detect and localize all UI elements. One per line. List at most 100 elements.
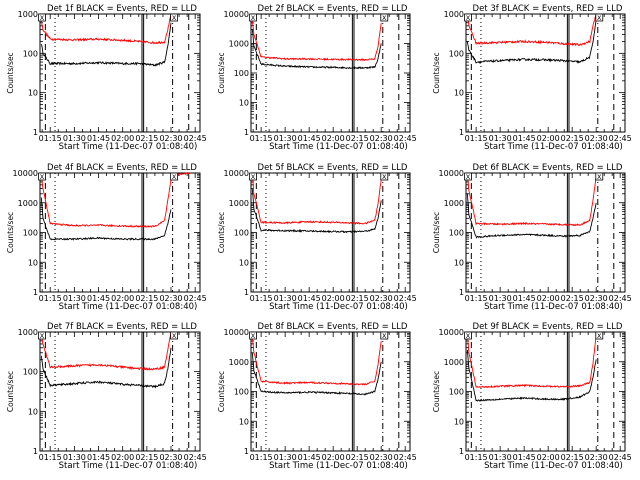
chart-panel: Det 9f BLACK = Events, RED = LLD 1 10 100 10…: [432, 322, 632, 471]
chart-title: Det 4f BLACK = Events, RED = LLD: [47, 163, 197, 173]
x-tick-label: 02:15: [561, 294, 584, 303]
x-tick-label: 01:30: [489, 453, 512, 462]
events-series-line: [251, 189, 382, 234]
y-tick-label: 10000: [224, 10, 249, 19]
x-axis-label: Start Time (11-Dec-07 01:08:40): [484, 302, 623, 312]
y-tick-label: 100: [234, 69, 249, 78]
x-tick-label: 02:45: [394, 453, 417, 462]
svg-text:X: X: [40, 14, 45, 22]
x-tick-label: 02:00: [322, 294, 345, 303]
flag-marker: X: [595, 331, 604, 340]
x-tick-label: 02:30: [370, 294, 393, 303]
axes-frame: [250, 172, 411, 293]
svg-text:X: X: [382, 14, 387, 22]
flag-marker: X: [595, 172, 604, 181]
axes-frame: [39, 172, 201, 293]
y-axis-label: Counts/sec: [217, 371, 226, 412]
lld-series-line: [466, 175, 597, 227]
chart-panel: Det 6f BLACK = Events, RED = LLD 1 10 100 10…: [432, 163, 632, 312]
x-tick-label: 02:45: [184, 294, 207, 303]
y-tick-label: 1000: [18, 328, 38, 337]
y-tick-label: 1: [459, 128, 464, 137]
chart-panel: Det 3f BLACK = Events, RED = LLD 1 10 100 10…: [432, 4, 632, 152]
events-series-line: [40, 22, 172, 67]
y-axis-label: Counts/sec: [432, 371, 441, 412]
chart-panel: Det 1f BLACK = Events, RED = LLD 1 10 100 10…: [6, 4, 207, 152]
events-series-line: [40, 197, 172, 241]
x-tick-label: 01:45: [87, 453, 110, 462]
x-tick-label: 02:00: [322, 453, 345, 462]
x-tick-label: 01:45: [298, 134, 321, 143]
svg-text:X: X: [466, 332, 471, 340]
x-tick-label: 01:15: [39, 134, 62, 143]
x-axis-label: Start Time (11-Dec-07 01:08:40): [269, 461, 408, 471]
x-tick-label: 02:00: [537, 294, 560, 303]
y-axis-label: Counts/sec: [432, 52, 441, 93]
x-tick-label: 02:15: [346, 134, 369, 143]
y-tick-label: 10: [454, 258, 464, 267]
y-tick-label: 100: [449, 49, 464, 58]
svg-text:X: X: [40, 173, 45, 181]
x-tick-label: 01:15: [465, 453, 488, 462]
x-axis-label: Start Time (11-Dec-07 01:08:40): [484, 142, 623, 152]
x-tick-label: 02:30: [370, 134, 393, 143]
lld-series-line: [40, 14, 172, 45]
flag-marker: X: [464, 331, 472, 340]
x-tick-label: 02:00: [111, 134, 134, 143]
x-tick-label: 02:45: [609, 134, 632, 143]
y-tick-label: 1: [459, 288, 464, 297]
x-tick-label: 01:15: [465, 134, 488, 143]
x-tick-label: 01:15: [465, 294, 488, 303]
chart-title: Det 5f BLACK = Events, RED = LLD: [258, 163, 408, 173]
x-tick-label: 02:15: [135, 134, 158, 143]
svg-text:X: X: [466, 14, 471, 22]
events-series-line: [466, 20, 597, 64]
lld-series-line: [40, 331, 172, 371]
y-tick-label: 100: [449, 388, 464, 397]
x-axis-label: Start Time (11-Dec-07 01:08:40): [59, 142, 198, 152]
x-tick-label: 01:30: [63, 294, 86, 303]
x-tick-label: 01:30: [489, 294, 512, 303]
flag-marker: X: [464, 13, 472, 22]
svg-text:X: X: [251, 173, 256, 181]
y-tick-label: 1: [244, 447, 249, 456]
x-axis-label: Start Time (11-Dec-07 01:08:40): [59, 461, 198, 471]
flag-marker: X: [380, 13, 389, 22]
y-tick-label: 100: [234, 229, 249, 238]
y-tick-label: 1000: [229, 199, 249, 208]
x-tick-label: 02:30: [585, 294, 608, 303]
y-tick-label: 10: [239, 417, 249, 426]
lld-series-line: [466, 13, 597, 47]
y-tick-label: 10: [239, 99, 249, 108]
x-tick-label: 02:15: [135, 453, 158, 462]
lld-series-line: [251, 336, 382, 386]
x-tick-label: 02:30: [159, 453, 182, 462]
x-tick-label: 01:30: [489, 134, 512, 143]
x-tick-label: 01:30: [274, 134, 297, 143]
y-tick-label: 1000: [444, 199, 464, 208]
chart-title: Det 8f BLACK = Events, RED = LLD: [258, 322, 408, 332]
y-tick-label: 10000: [224, 169, 249, 178]
events-series-line: [251, 352, 382, 396]
y-axis-label: Counts/sec: [217, 52, 226, 93]
events-series-line: [466, 193, 597, 239]
x-tick-label: 01:45: [513, 134, 536, 143]
x-tick-label: 01:15: [39, 294, 62, 303]
flag-marker: X: [464, 172, 472, 181]
y-tick-label: 100: [23, 229, 38, 238]
x-tick-label: 02:45: [609, 294, 632, 303]
y-axis-label: Counts/sec: [6, 212, 15, 253]
svg-text:X: X: [172, 332, 177, 340]
svg-text:X: X: [251, 14, 256, 22]
x-tick-label: 02:30: [370, 453, 393, 462]
x-tick-label: 01:45: [513, 294, 536, 303]
chart-panel: Det 2f BLACK = Events, RED = LLD 1 10 100 10…: [217, 4, 417, 152]
lld-series-line: [466, 334, 597, 389]
x-tick-label: 01:30: [63, 453, 86, 462]
x-tick-label: 01:30: [63, 134, 86, 143]
x-tick-label: 02:45: [394, 134, 417, 143]
axes-frame: [465, 172, 626, 293]
flag-marker: X: [170, 172, 179, 181]
x-tick-label: 01:15: [250, 134, 273, 143]
